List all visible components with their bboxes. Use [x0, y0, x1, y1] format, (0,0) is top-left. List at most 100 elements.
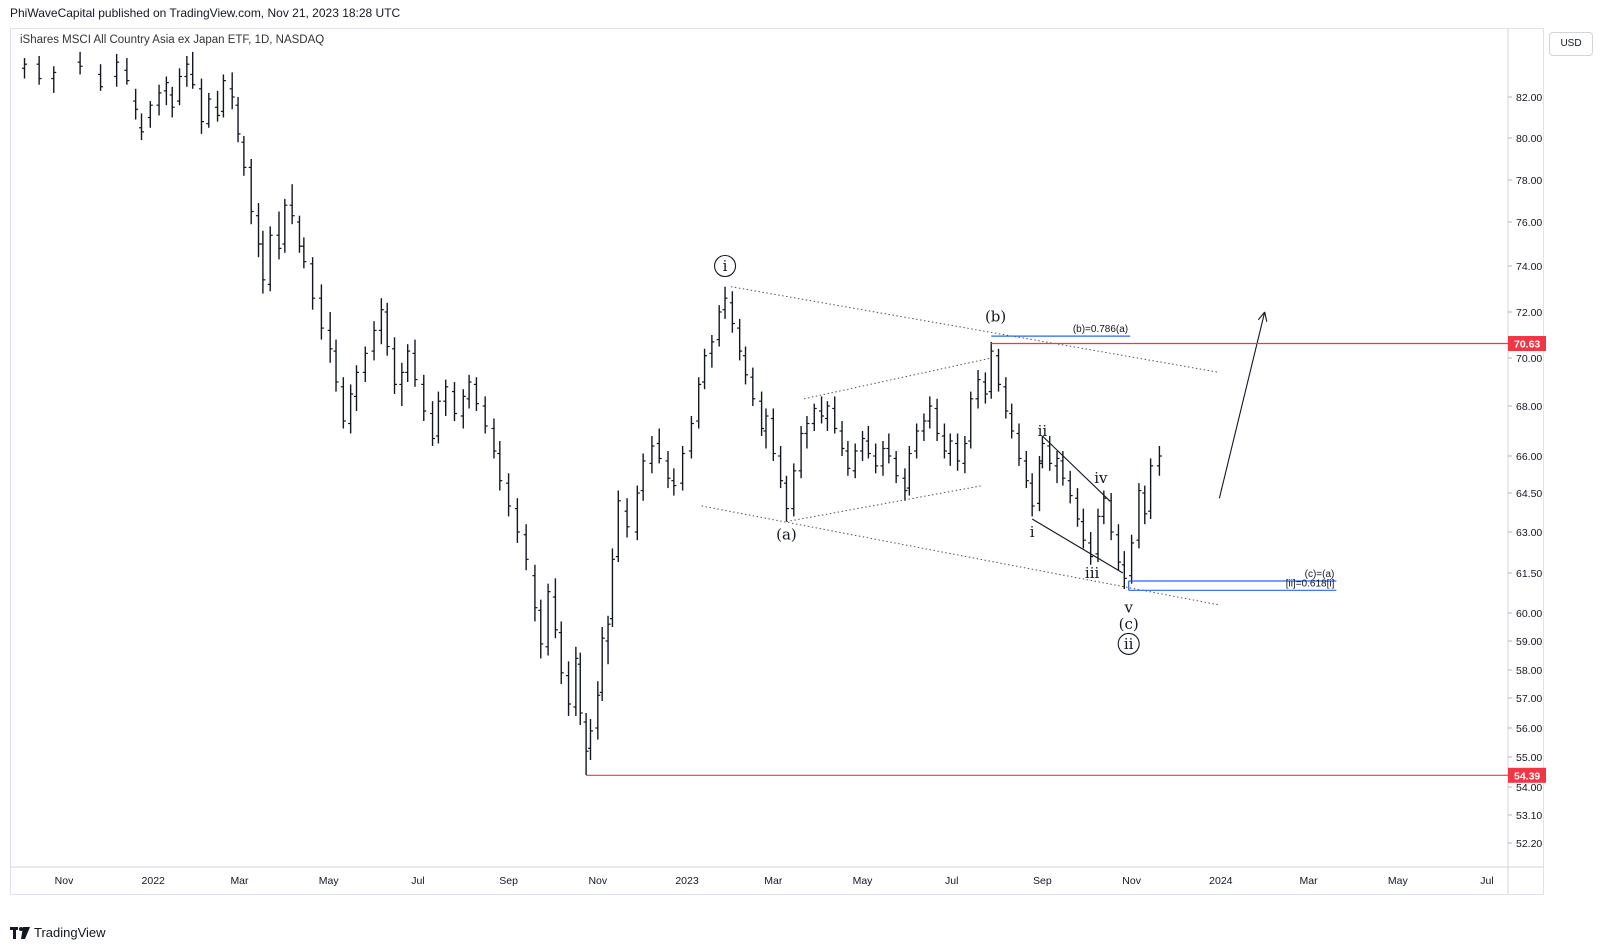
ohlc-bar: [609, 548, 615, 627]
ohlc-bar: [22, 58, 28, 79]
projection-arrow: [1218, 311, 1266, 499]
symbol-legend[interactable]: iShares MSCI All Country Asia ex Japan E…: [20, 34, 325, 46]
ohlc-bar: [177, 68, 183, 106]
price-level-tag: 54.39: [1508, 767, 1546, 783]
ohlc-bar: [605, 615, 611, 665]
ohlc-bar: [1016, 423, 1022, 466]
ohlc-bar: [353, 365, 359, 411]
ohlc-bar: [514, 498, 520, 543]
y-tick-label: 82.00: [1516, 92, 1542, 104]
ohlc-bar: [665, 451, 671, 489]
svg-text:iv: iv: [1094, 469, 1108, 487]
ohlc-bar: [1009, 403, 1015, 439]
ohlc-bar: [348, 384, 354, 434]
wave-label: i: [1030, 523, 1035, 541]
ohlc-bar: [98, 64, 104, 91]
price-tags: 70.63 54.39: [1508, 336, 1546, 783]
x-tick-label: 2023: [675, 875, 699, 887]
footer-brand[interactable]: TradingView: [10, 925, 106, 940]
ohlc-bar: [384, 302, 390, 356]
ohlc-bar: [968, 391, 974, 449]
ohlc-bar: [491, 418, 497, 459]
ohlc-bar: [267, 226, 273, 292]
ohlc-bar: [310, 257, 316, 310]
ohlc-bar: [763, 408, 769, 449]
ohlc-bar: [333, 339, 339, 392]
ohlc-bar: [1036, 456, 1042, 512]
ohlc-bar: [451, 382, 457, 421]
ohlc-bar: [276, 211, 282, 260]
ohlc-bar: [902, 468, 908, 501]
ohlc-bar: [1121, 551, 1127, 589]
ohlc-bar: [430, 401, 436, 446]
ohlc-bar: [778, 446, 784, 489]
svg-text:iii: iii: [1085, 564, 1100, 582]
x-tick-label: Jul: [945, 875, 958, 887]
ohlc-bar: [241, 135, 247, 176]
triangle-line: [1031, 518, 1124, 574]
ohlc-bar: [1136, 483, 1142, 549]
footer-brand-label: TradingView: [34, 925, 106, 940]
fib-level-label: (c)=(a): [1305, 569, 1335, 580]
y-tick-label: 76.00: [1516, 217, 1542, 229]
ohlc-bar: [941, 423, 947, 459]
wave-label: v: [1123, 599, 1133, 617]
x-tick-label: 2022: [142, 875, 166, 887]
ohlc-bar: [615, 490, 621, 563]
y-tick-label: 80.00: [1516, 133, 1542, 145]
fib-level-label: [ii]=0.618[i]: [1286, 578, 1335, 589]
wave-label: ii: [1117, 632, 1140, 655]
ohlc-bar: [577, 652, 583, 725]
ohlc-bar: [545, 583, 551, 656]
chart-frame: [10, 28, 1544, 895]
ohlc-bar: [1029, 473, 1035, 517]
ohlc-bar: [934, 398, 940, 441]
ohlc-bar: [256, 203, 262, 258]
ohlc-bar: [729, 291, 735, 333]
ohlc-bar: [1060, 451, 1066, 486]
ohlc-bar: [839, 421, 845, 456]
ohlc-bar: [583, 713, 589, 775]
ohlc-bar: [982, 372, 988, 404]
ohlc-bar: [886, 433, 892, 464]
ohlc-bars: [22, 51, 1162, 775]
ohlc-bar: [435, 391, 441, 444]
y-tick-label: 54.00: [1516, 782, 1542, 794]
ohlc-bar: [215, 90, 221, 122]
ohlc-bar: [421, 374, 427, 421]
ohlc-bar: [1115, 524, 1121, 571]
y-tick-label: 70.00: [1516, 353, 1542, 365]
ohlc-bar: [124, 58, 130, 85]
ohlc-bar: [473, 377, 479, 411]
svg-text:i: i: [723, 257, 728, 275]
ohlc-bar: [36, 56, 42, 85]
ohlc-bar: [865, 426, 871, 459]
ohlc-bar: [688, 416, 694, 459]
ohlc-bar: [558, 621, 564, 684]
svg-text:(a): (a): [776, 526, 797, 544]
ohlc-bar: [443, 379, 449, 416]
ohlc-bar: [634, 485, 640, 541]
ohlc-bar: [906, 446, 912, 496]
channel-line: [730, 286, 1220, 373]
ohlc-bar: [927, 396, 933, 429]
wave-label: (b): [985, 308, 1006, 326]
ohlc-bar: [880, 441, 886, 476]
ohlc-bar: [702, 348, 708, 390]
x-tick-label: 2024: [1209, 875, 1233, 887]
ohlc-bar: [798, 426, 804, 479]
ohlc-bar: [791, 463, 797, 517]
tv-logo-icon: [10, 926, 30, 939]
ohlc-bar: [1129, 534, 1135, 584]
ohlc-bar: [1101, 490, 1107, 525]
ohlc-bar: [624, 498, 630, 538]
svg-text:(b): (b): [985, 308, 1006, 326]
ohlc-bar: [133, 88, 139, 120]
ohlc-bar: [955, 433, 961, 471]
y-tick-label: 52.20: [1516, 838, 1542, 850]
ohlc-bar: [975, 370, 981, 409]
y-tick-label: 63.00: [1516, 527, 1542, 539]
currency-button[interactable]: USD: [1549, 32, 1593, 56]
ohlc-bar: [1039, 436, 1045, 469]
